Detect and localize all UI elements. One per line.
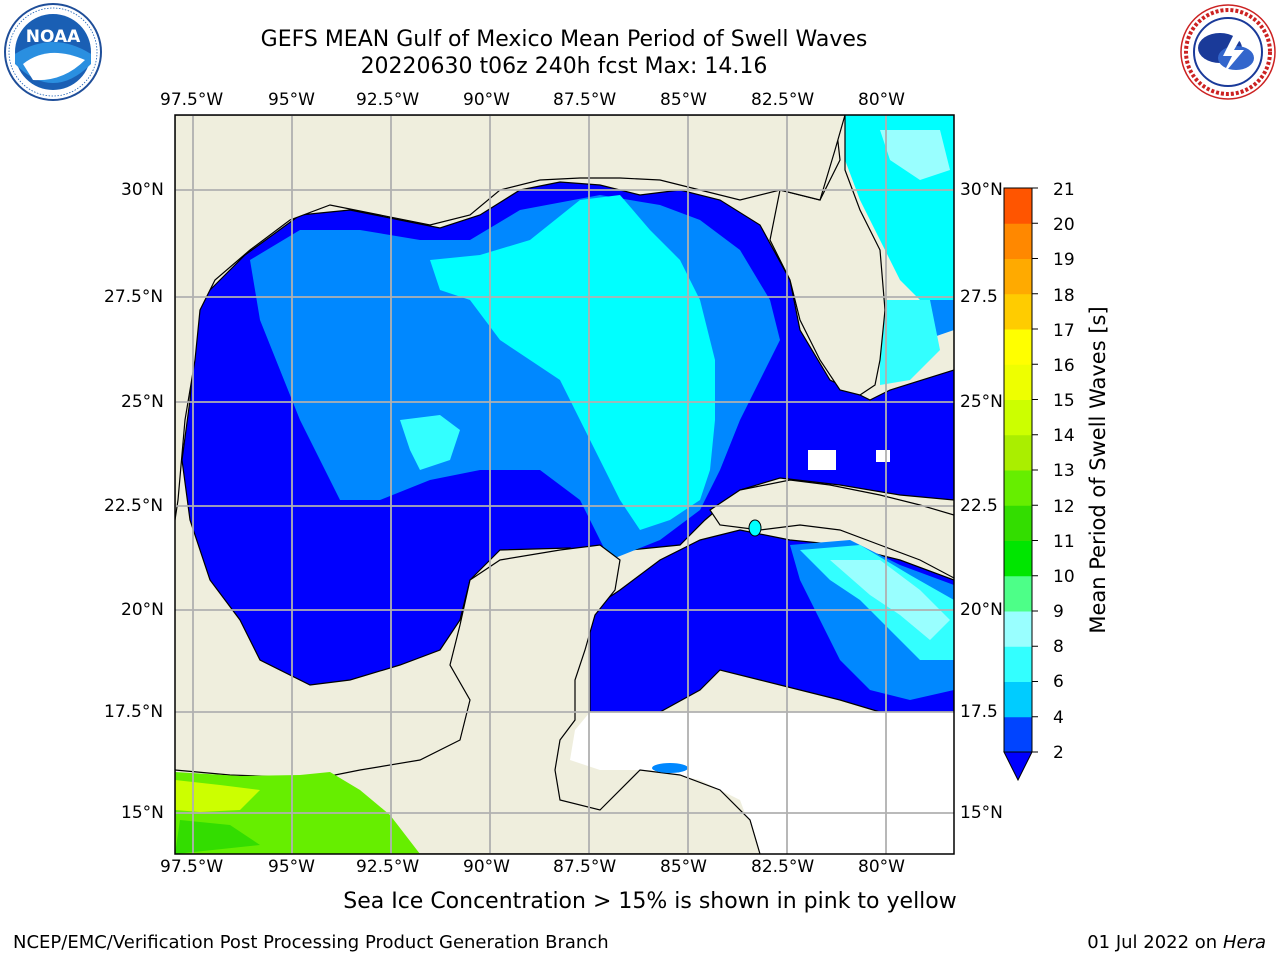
- caribbean-band-pale: [830, 560, 950, 640]
- lon-label-bottom: 85°W: [660, 857, 707, 877]
- cuba-land: [709, 479, 954, 579]
- footer-date: 01 Jul 2022 on: [1087, 932, 1218, 953]
- map-subtitle: 20220630 t06z 240h fcst Max: 14.16: [360, 54, 768, 79]
- colorbar-segment: [1004, 188, 1032, 224]
- lon-label-bottom: 87.5°W: [553, 857, 617, 877]
- colorbar-tick-label: 21: [1053, 180, 1075, 200]
- nws-logo: [1180, 4, 1276, 100]
- colorbar: [1003, 187, 1038, 782]
- pacific-sea-ice-yellow: [175, 780, 260, 812]
- map-title: GEFS MEAN Gulf of Mexico Mean Period of …: [260, 27, 868, 52]
- svg-text:NOAA: NOAA: [26, 27, 81, 47]
- lon-label-bottom: 92.5°W: [356, 857, 420, 877]
- swell-band-cyan-patch: [400, 415, 460, 470]
- colorbar-segment: [1004, 470, 1032, 506]
- footer-host: Hera: [1222, 932, 1266, 953]
- atlantic-band-pale: [880, 130, 950, 180]
- lat-label-right: 30°N: [960, 180, 1003, 200]
- swell-band-cyan: [430, 195, 715, 530]
- colorbar-segment: [1004, 223, 1032, 259]
- lon-label-bottom: 97.5°W: [160, 857, 224, 877]
- lat-label-right: 15°N: [960, 803, 1003, 823]
- lon-label-top: 97.5°W: [160, 90, 224, 110]
- map-frame-content: [175, 115, 954, 854]
- colorbar-segment: [1004, 329, 1032, 365]
- colorbar-tick-label: 2: [1053, 743, 1064, 763]
- footer-right: 01 Jul 2022 on Hera: [1087, 932, 1266, 953]
- lon-label-bottom: 82.5°W: [751, 857, 815, 877]
- lon-label-top: 87.5°W: [553, 90, 617, 110]
- colorbar-segment: [1004, 681, 1032, 718]
- lat-label-right: 20°N: [960, 600, 1003, 620]
- colorbar-segment: [1004, 575, 1032, 612]
- lon-label-top: 82.5°W: [751, 90, 815, 110]
- colorbar-tick-label: 14: [1053, 426, 1075, 446]
- colorbar-tick-label: 19: [1053, 250, 1075, 270]
- no-data-area: [570, 712, 954, 854]
- lon-label-top: 90°W: [463, 90, 510, 110]
- lat-label-left: 25°N: [121, 392, 164, 412]
- colorbar-extend-triangle: [1003, 751, 1033, 782]
- colorbar-tick-label: 4: [1053, 708, 1064, 728]
- colorbar-segment: [1004, 611, 1032, 647]
- colorbar-tick-label: 9: [1053, 602, 1064, 622]
- colorbar-tick-label: 15: [1053, 391, 1075, 411]
- colorbar-segment: [1004, 293, 1032, 330]
- footer-left: NCEP/EMC/Verification Post Processing Pr…: [13, 932, 609, 953]
- colorbar-segment: [1004, 364, 1032, 400]
- no-data-patch: [876, 450, 890, 462]
- lon-label-top: 85°W: [660, 90, 707, 110]
- colorbar-segment: [1004, 399, 1032, 436]
- lat-label-left: 20°N: [121, 600, 164, 620]
- colorbar-segment: [1004, 434, 1032, 471]
- sea-ice-note: Sea Ice Concentration > 15% is shown in …: [343, 889, 957, 914]
- lat-label-right: 22.5: [960, 496, 998, 516]
- lat-label-right: 27.5: [960, 287, 998, 307]
- atlantic-lower: [880, 300, 940, 385]
- lat-label-right: 17.5: [960, 702, 998, 722]
- lon-label-bottom: 95°W: [268, 857, 315, 877]
- island: [748, 519, 762, 537]
- lat-label-left: 22.5°N: [104, 496, 164, 516]
- colorbar-tick-label: 8: [1053, 637, 1064, 657]
- lat-label-left: 15°N: [121, 803, 164, 823]
- lon-label-top: 92.5°W: [356, 90, 420, 110]
- lat-label-right: 25°N: [960, 392, 1003, 412]
- colorbar-tick-label: 20: [1053, 215, 1075, 235]
- colorbar-tick-label: 16: [1053, 356, 1075, 376]
- colorbar-tick-label: 12: [1053, 497, 1075, 517]
- colorbar-tick-label: 6: [1053, 672, 1064, 692]
- lat-label-left: 30°N: [121, 180, 164, 200]
- colorbar-segment: [1004, 505, 1032, 541]
- map-frame: [174, 114, 955, 855]
- noaa-logo: NOAA: [4, 3, 102, 101]
- lon-label-top: 95°W: [268, 90, 315, 110]
- colorbar-segment: [1004, 646, 1032, 682]
- colorbar-segment: [1004, 716, 1032, 753]
- colorbar-title: Mean Period of Swell Waves [s]: [1086, 306, 1110, 634]
- caribbean-band-cyan: [800, 545, 954, 660]
- island: [652, 763, 688, 773]
- colorbar-segment: [1004, 540, 1032, 577]
- pacific-sea-ice-bright: [175, 820, 260, 854]
- lon-label-top: 80°W: [858, 90, 905, 110]
- colorbar-tick-label: 11: [1053, 532, 1075, 552]
- lat-label-left: 17.5°N: [104, 702, 164, 722]
- colorbar-segment: [1004, 258, 1032, 295]
- no-data-patch: [808, 450, 836, 470]
- colorbar-tick-label: 10: [1053, 567, 1075, 587]
- gridlines: [175, 115, 954, 854]
- lon-label-bottom: 90°W: [463, 857, 510, 877]
- colorbar-tick-label: 17: [1053, 321, 1075, 341]
- colorbar-tick-label: 18: [1053, 286, 1075, 306]
- lat-label-left: 27.5°N: [104, 287, 164, 307]
- colorbar-tick-label: 13: [1053, 461, 1075, 481]
- lon-label-bottom: 80°W: [858, 857, 905, 877]
